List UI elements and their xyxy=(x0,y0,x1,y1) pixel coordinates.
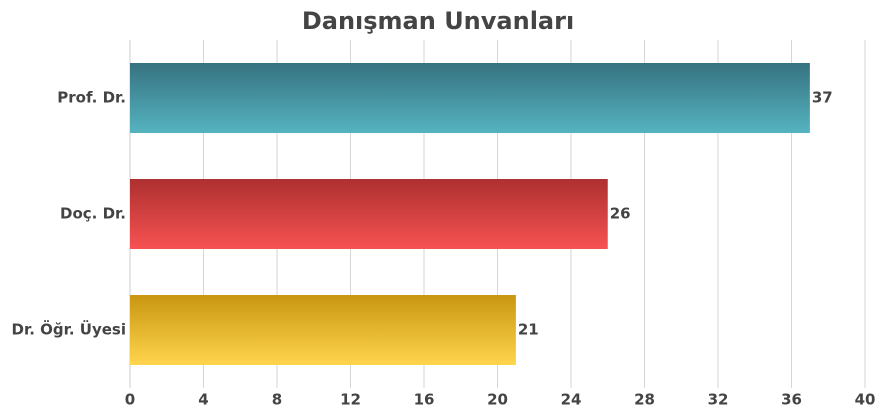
bar xyxy=(130,179,608,249)
x-tick-label: 28 xyxy=(634,391,655,409)
chart-title: Danışman Unvanları xyxy=(302,7,574,35)
x-tick-label: 20 xyxy=(487,391,508,409)
x-tick-label: 32 xyxy=(708,391,729,409)
x-tick-label: 16 xyxy=(414,391,435,409)
y-tick-label: Dr. Öğr. Üyesi xyxy=(12,320,127,339)
x-tick-label: 36 xyxy=(781,391,802,409)
x-tick-label: 40 xyxy=(855,391,876,409)
y-tick-label: Prof. Dr. xyxy=(57,89,126,107)
bar xyxy=(130,63,810,133)
x-tick-label: 4 xyxy=(198,391,208,409)
x-tick-label: 12 xyxy=(340,391,361,409)
x-tick-label: 8 xyxy=(272,391,282,409)
x-tick-label: 24 xyxy=(561,391,582,409)
y-tick-label: Doç. Dr. xyxy=(60,205,126,223)
value-label: 26 xyxy=(610,205,631,223)
value-label: 37 xyxy=(812,89,833,107)
bar xyxy=(130,295,516,365)
x-tick-label: 0 xyxy=(125,391,135,409)
value-label: 21 xyxy=(518,321,539,339)
